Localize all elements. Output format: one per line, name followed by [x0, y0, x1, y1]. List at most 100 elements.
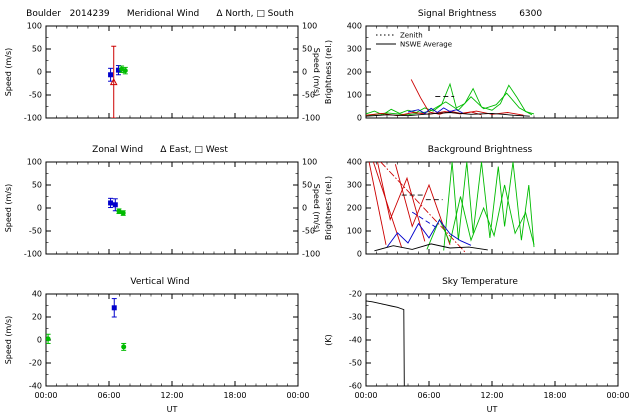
vertical-wind-title: Vertical Wind [130, 277, 190, 287]
meridional-wind-chart: -100 -100 -50 -50 0 0 50 50 100 100 Speed (m/s) Spe… [4, 22, 321, 123]
series-group [46, 298, 127, 351]
y-tick-label: 200 [347, 204, 362, 213]
y-axis-label: Brightness (rel.) [324, 176, 333, 240]
y-tick-label-right: 50 [302, 181, 312, 190]
plot-frame [45, 161, 299, 255]
data-point-square [108, 72, 114, 78]
signal-brightness-title: Signal Brightness 6300 [417, 9, 543, 19]
y-tick-label: 0 [37, 204, 42, 213]
series-line [443, 162, 535, 251]
series-group [108, 45, 128, 118]
y-tick-label: -50 [349, 359, 362, 368]
background-brightness-chart: 0 100 200 300 400 Brightness (rel.) [324, 158, 619, 259]
plot-sky-temperature: -60 -50 -40 -30 -20 (K) 00:00 06:00 12:00 18:00 00… [324, 290, 630, 415]
y-axis-label: Speed (m/s) [4, 316, 13, 365]
panel-background-brightness: Background Brightness 0 100 200 300 400 Brigh… [320, 136, 640, 272]
y-tick-label: -20 [349, 290, 362, 299]
y-tick-label-right: 100 [302, 158, 317, 167]
y-tick-label: 0 [357, 114, 362, 123]
x-tick-label: 00:00 [606, 391, 629, 400]
series-group [366, 79, 535, 117]
y-axis-label: Speed (m/s) [4, 48, 13, 97]
y-axis-label-right: Speed (m/s) [312, 48, 321, 97]
y-tick-label: -30 [349, 313, 362, 322]
series-line [374, 243, 488, 252]
series-line [426, 184, 535, 250]
legend-label: Zenith [400, 32, 423, 40]
series-line [377, 162, 426, 242]
zonal-wind-chart: -100 -100 -50 -50 0 0 50 50 100 100 Speed (m/s) Spe… [4, 158, 321, 259]
zonal-wind-title: Zonal Wind Δ East, □ West [92, 145, 228, 155]
series-line [386, 219, 472, 248]
series-line [366, 82, 535, 116]
panel-zonal-wind: Zonal Wind Δ East, □ West -100 -100 -50 -50… [0, 136, 321, 272]
data-point-circle [121, 344, 127, 350]
data-point-circle [116, 208, 122, 214]
series-group [108, 197, 126, 216]
y-tick-label: 400 [347, 158, 362, 167]
series-group [366, 300, 405, 386]
y-tick-label: -100 [24, 114, 42, 123]
y-tick-label: 100 [347, 91, 362, 100]
data-point-circle [120, 210, 126, 216]
y-tick-label: -100 [24, 250, 42, 259]
y-tick-label-right: 0 [302, 204, 307, 213]
y-tick-label: 300 [347, 181, 362, 190]
series-line [380, 162, 467, 254]
y-tick-label: 0 [37, 336, 42, 345]
y-tick-label: 40 [32, 290, 42, 299]
y-tick-label: 0 [37, 68, 42, 77]
plot-signal-brightness: 0 100 200 300 400 Brightness (rel.) ZenithNSWE… [324, 22, 619, 123]
series-line [366, 300, 405, 386]
y-tick-label: 100 [27, 158, 42, 167]
data-point-circle [122, 68, 128, 74]
panel-meridional-wind: Boulder 2014239 Meridional Wind Δ North,… [0, 0, 321, 136]
panel-sky-temperature: Sky Temperature -60 -50 -40 -30 -20 (K) 00:00 0… [320, 272, 640, 420]
x-tick-label: 12:00 [160, 391, 183, 400]
plot-vertical-wind: -40 -20 0 20 40 Speed (m/s) 00:00 06:00 12:00 18:… [4, 290, 310, 415]
y-axis-label: Brightness (rel.) [324, 40, 333, 104]
x-tick-label: 00:00 [286, 391, 309, 400]
x-tick-label: 06:00 [417, 391, 440, 400]
legend-label: NSWE Average [400, 41, 452, 49]
y-tick-label-right: -100 [302, 250, 320, 259]
y-tick-label-right: 100 [302, 22, 317, 31]
y-axis-label: (K) [324, 334, 333, 346]
y-axis-label-right: Speed (m/s) [312, 184, 321, 233]
plot-background-brightness: 0 100 200 300 400 Brightness (rel.) [324, 158, 619, 259]
series-line [368, 162, 387, 245]
x-tick-label: 00:00 [34, 391, 57, 400]
x-tick-label: 06:00 [97, 391, 120, 400]
y-tick-label-right: 50 [302, 45, 312, 54]
x-axis-label: UT [487, 405, 498, 414]
y-tick-label: -60 [349, 382, 362, 391]
series-line [411, 211, 436, 228]
x-tick-label: 18:00 [543, 391, 566, 400]
data-point-triangle [109, 78, 118, 86]
sky-temperature-chart: -60 -50 -40 -30 -20 (K) 00:00 06:00 12:00 18:00 00… [324, 290, 630, 415]
meridional-wind-title: Boulder 2014239 Meridional Wind Δ North,… [26, 9, 294, 19]
data-point-square [108, 200, 114, 206]
y-tick-label: 100 [347, 227, 362, 236]
y-tick-label: 50 [32, 45, 42, 54]
data-point-square [112, 202, 118, 208]
data-point-square [111, 305, 117, 311]
background-brightness-title: Background Brightness [427, 145, 533, 155]
plot-zonal-wind: -100 -100 -50 -50 0 0 50 50 100 100 Speed (m/s) Spe… [4, 158, 321, 259]
plot-frame [45, 25, 299, 119]
y-tick-label: -40 [349, 336, 362, 345]
signal-brightness-chart: 0 100 200 300 400 Brightness (rel.) ZenithNSWE… [324, 22, 619, 123]
y-tick-label: -20 [29, 359, 42, 368]
y-tick-label: 300 [347, 45, 362, 54]
x-axis-label: UT [167, 405, 178, 414]
vertical-wind-chart: -40 -20 0 20 40 Speed (m/s) 00:00 06:00 12:00 18:… [4, 290, 310, 415]
sky-temperature-title: Sky Temperature [442, 277, 518, 287]
y-tick-label: 200 [347, 68, 362, 77]
x-tick-label: 00:00 [354, 391, 377, 400]
y-tick-label-right: -100 [302, 114, 320, 123]
y-tick-label-right: -50 [302, 91, 315, 100]
panel-signal-brightness: Signal Brightness 6300 0 100 200 300 400 Brig… [320, 0, 640, 136]
x-tick-label: 12:00 [480, 391, 503, 400]
data-point-circle [46, 336, 51, 342]
